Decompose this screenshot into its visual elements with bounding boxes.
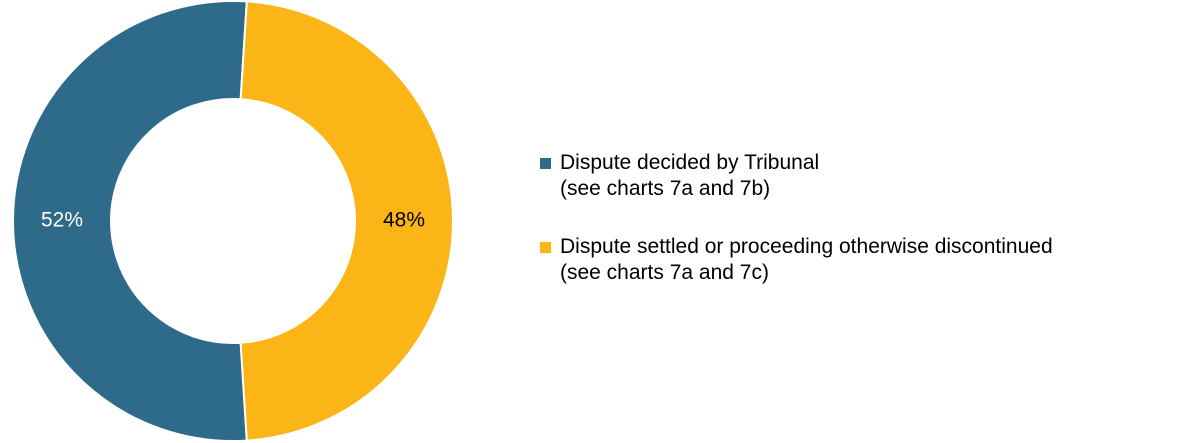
legend-swatch [540,242,551,253]
legend-item: Dispute decided by Tribunal (see charts … [540,150,1180,202]
legend-label: Dispute decided by Tribunal (see charts … [560,151,820,200]
data-label: 48% [383,209,425,232]
data-label: 52% [41,209,83,232]
donut: 52% 48% [12,0,455,442]
legend-item: Dispute settled or proceeding otherwise … [540,234,1180,286]
legend-swatch [540,158,551,169]
slice [239,0,455,442]
legend: Dispute decided by Tribunal (see charts … [540,150,1180,318]
legend-label: Dispute settled or proceeding otherwise … [560,235,1053,284]
slice [12,0,248,442]
